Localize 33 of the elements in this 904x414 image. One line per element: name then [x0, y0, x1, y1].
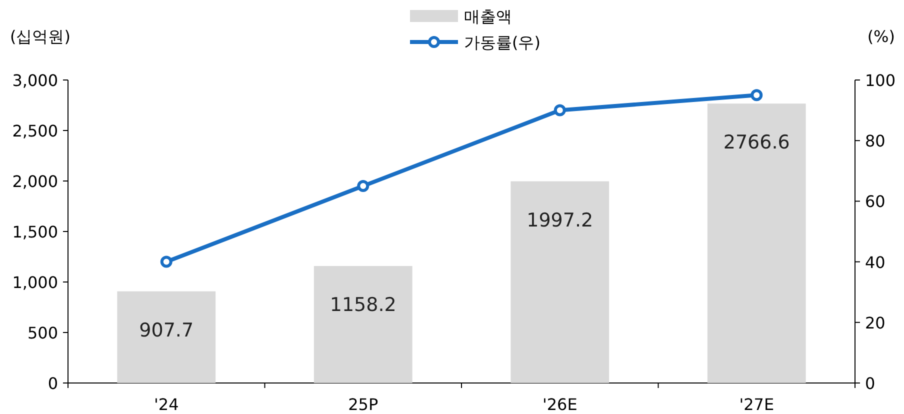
legend-label: 매출액 — [464, 7, 512, 26]
x-tick-label: '26E — [542, 395, 578, 414]
bar — [707, 104, 806, 383]
y-tick-label: 2,500 — [12, 122, 58, 140]
y-tick-label: 500 — [27, 324, 58, 342]
point — [357, 180, 370, 192]
point — [554, 104, 566, 116]
y2-tick-label: 20 — [865, 313, 886, 332]
bar — [117, 291, 216, 383]
y-tick-label: 1,500 — [12, 222, 58, 242]
legend-label: 가동률(우) — [464, 33, 540, 52]
bar — [314, 266, 412, 383]
y2-tick-label: 60 — [865, 192, 886, 212]
point — [160, 256, 172, 268]
data-label: 2766.6 — [723, 132, 790, 154]
data-label: 907.7 — [139, 319, 194, 342]
y2-tick-label: 40 — [865, 252, 886, 272]
y2-axis-title: (%) — [867, 27, 895, 46]
y2-tick-label: 0 — [865, 374, 876, 393]
data-label: 1158.2 — [330, 294, 396, 316]
bar — [510, 181, 610, 383]
x-tick-label: 25P — [348, 395, 378, 414]
x-tick-label: '24 — [154, 395, 179, 414]
x-tick-label: '27E — [739, 395, 774, 414]
y-tick-label: 2,000 — [12, 172, 58, 191]
y2-tick-label: 80 — [865, 132, 886, 151]
y2-tick-label: 100 — [865, 71, 896, 90]
data-label: 1997.2 — [526, 209, 594, 232]
y-tick-label: 0 — [48, 374, 58, 393]
y-tick-label: 1,000 — [12, 273, 58, 292]
point — [750, 89, 763, 102]
y-axis-title: (십억원) — [10, 27, 70, 46]
y-tick-label: 3,000 — [12, 71, 58, 90]
